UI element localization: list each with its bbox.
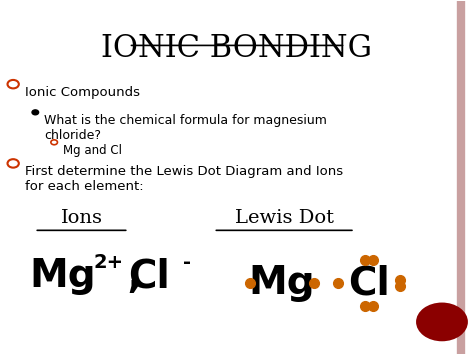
Text: Cl: Cl bbox=[348, 264, 390, 302]
Text: -: - bbox=[183, 252, 191, 272]
Circle shape bbox=[51, 140, 57, 145]
Text: Lewis Dot: Lewis Dot bbox=[235, 209, 334, 227]
Text: First determine the Lewis Dot Diagram and Ions
for each element:: First determine the Lewis Dot Diagram an… bbox=[25, 165, 343, 193]
Text: Cl: Cl bbox=[128, 257, 170, 295]
Text: ,: , bbox=[115, 257, 143, 295]
Circle shape bbox=[416, 302, 468, 341]
Text: What is the chemical formula for magnesium
chloride?: What is the chemical formula for magnesi… bbox=[44, 114, 327, 142]
Circle shape bbox=[8, 80, 19, 88]
Circle shape bbox=[32, 110, 38, 115]
Text: IONIC BONDING: IONIC BONDING bbox=[101, 33, 373, 64]
Text: Ionic Compounds: Ionic Compounds bbox=[25, 86, 140, 99]
Text: Mg: Mg bbox=[248, 264, 315, 302]
Text: Mg: Mg bbox=[30, 257, 96, 295]
Circle shape bbox=[8, 159, 19, 168]
Text: Mg and Cl: Mg and Cl bbox=[63, 144, 122, 157]
Text: 2+: 2+ bbox=[93, 252, 123, 272]
Text: Ions: Ions bbox=[61, 209, 102, 227]
